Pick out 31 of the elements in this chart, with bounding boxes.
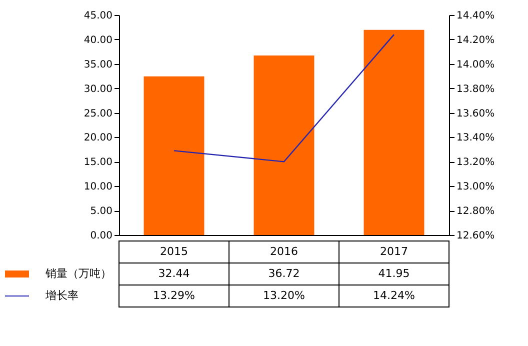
x-tick-label: 2015	[160, 245, 188, 258]
y-tick-label: 20.00	[84, 132, 112, 144]
x-tick-label: 2017	[380, 245, 408, 258]
y-tick-label: 15.00	[84, 157, 112, 168]
y-tick-label: 35.00	[84, 59, 112, 70]
y-tick-label: 40.00	[84, 34, 112, 46]
y-tick-label: 0.00	[90, 230, 112, 242]
y2-tick-label: 13.60%	[456, 108, 495, 120]
y-tick-label: 25.00	[84, 108, 112, 120]
y-tick-label: 10.00	[84, 182, 112, 193]
y2-tick-label: 13.00%	[456, 182, 495, 193]
x-tick-label: 2016	[270, 245, 298, 258]
y2-tick-label: 14.40%	[456, 10, 495, 22]
data-label: 13.29%	[153, 289, 195, 302]
data-label: 13.20%	[263, 289, 305, 302]
data-label: 41.95	[378, 267, 410, 280]
y2-tick-label: 14.00%	[456, 59, 495, 70]
y2-tick-label: 13.80%	[456, 84, 495, 95]
y2-tick-label: 12.80%	[456, 206, 495, 218]
y2-tick-label: 13.20%	[456, 157, 495, 168]
data-label: 14.24%	[373, 289, 415, 302]
y2-tick-label: 12.60%	[456, 230, 495, 242]
y2-tick-label: 13.40%	[456, 132, 495, 144]
legend-label: 销量（万吨）	[44, 267, 112, 280]
data-label: 32.44	[158, 267, 190, 280]
data-label: 36.72	[268, 267, 300, 280]
y-tick-label: 30.00	[84, 84, 112, 95]
legend-label: 增长率	[44, 289, 78, 302]
y2-tick-label: 14.20%	[456, 34, 495, 46]
y-tick-label: 5.00	[90, 206, 112, 218]
y-tick-label: 45.00	[84, 10, 112, 22]
